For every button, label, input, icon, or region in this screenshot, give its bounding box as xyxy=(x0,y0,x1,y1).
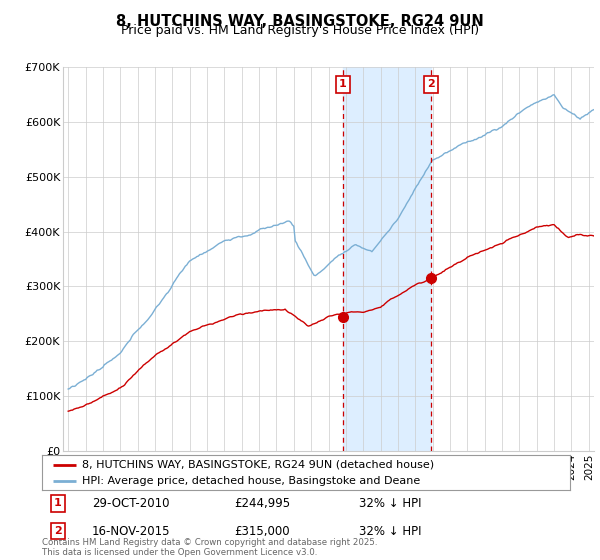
Text: 1: 1 xyxy=(54,498,62,508)
Text: 29-OCT-2010: 29-OCT-2010 xyxy=(92,497,170,510)
Text: £244,995: £244,995 xyxy=(235,497,291,510)
Bar xyxy=(343,67,431,451)
Text: HPI: Average price, detached house, Basingstoke and Deane: HPI: Average price, detached house, Basi… xyxy=(82,476,420,486)
Text: 1: 1 xyxy=(339,80,347,90)
Text: 32% ↓ HPI: 32% ↓ HPI xyxy=(359,497,421,510)
Text: 8, HUTCHINS WAY, BASINGSTOKE, RG24 9UN (detached house): 8, HUTCHINS WAY, BASINGSTOKE, RG24 9UN (… xyxy=(82,460,434,470)
Text: 8, HUTCHINS WAY, BASINGSTOKE, RG24 9UN: 8, HUTCHINS WAY, BASINGSTOKE, RG24 9UN xyxy=(116,14,484,29)
Text: 2: 2 xyxy=(54,526,62,536)
Text: £315,000: £315,000 xyxy=(235,525,290,538)
Text: Contains HM Land Registry data © Crown copyright and database right 2025.
This d: Contains HM Land Registry data © Crown c… xyxy=(42,538,377,557)
Text: Price paid vs. HM Land Registry's House Price Index (HPI): Price paid vs. HM Land Registry's House … xyxy=(121,24,479,37)
Text: 16-NOV-2015: 16-NOV-2015 xyxy=(92,525,170,538)
Text: 2: 2 xyxy=(427,80,434,90)
Text: 32% ↓ HPI: 32% ↓ HPI xyxy=(359,525,421,538)
